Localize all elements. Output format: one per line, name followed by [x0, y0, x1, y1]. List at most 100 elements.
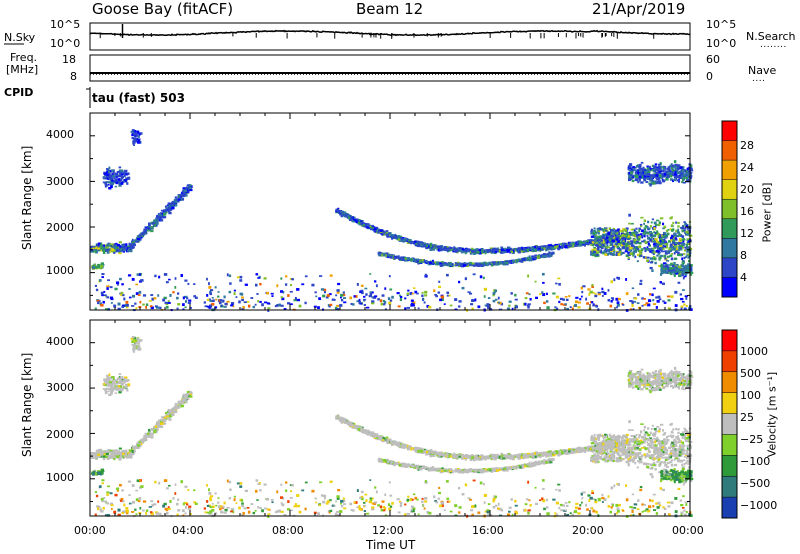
- power-echo: [687, 253, 691, 256]
- power-echo: [658, 298, 662, 301]
- power-echo: [174, 196, 178, 199]
- velocity-echo: [164, 411, 168, 415]
- power-echo: [94, 246, 97, 250]
- power-echo: [486, 303, 490, 306]
- power-echo: [177, 292, 180, 295]
- power-echo: [443, 246, 447, 248]
- power-echo: [666, 259, 670, 262]
- power-echo: [148, 222, 151, 226]
- power-echo: [640, 161, 644, 164]
- power-echo: [296, 288, 300, 291]
- power-echo: [350, 302, 353, 306]
- power-echo: [515, 261, 518, 264]
- power-echo: [681, 268, 685, 272]
- power-echo: [125, 243, 128, 247]
- power-echo: [653, 246, 657, 249]
- power-echo: [276, 284, 279, 288]
- power-echo: [596, 247, 600, 251]
- power-echo: [174, 286, 177, 289]
- power-echo: [629, 300, 633, 303]
- power-echo: [666, 172, 670, 175]
- power-echo: [627, 168, 630, 171]
- power-echo: [471, 299, 475, 302]
- power-echo: [591, 241, 596, 244]
- power-echo: [649, 225, 652, 228]
- power-echo: [453, 246, 456, 249]
- velocity-echo: [114, 456, 117, 459]
- power-echo: [670, 163, 673, 166]
- power-echo: [291, 278, 294, 281]
- power-echo: [627, 251, 631, 254]
- power-echo: [622, 303, 625, 306]
- velocity-echo: [184, 399, 188, 402]
- power-echo: [113, 243, 117, 247]
- power-echo: [681, 238, 684, 242]
- power-echo: [609, 252, 613, 255]
- power-echo: [687, 259, 691, 263]
- power-echo: [376, 228, 379, 231]
- power-echo: [586, 302, 590, 305]
- power-echo: [155, 306, 160, 309]
- power-echo: [127, 274, 132, 277]
- power-echo: [689, 273, 693, 276]
- power-echo: [568, 295, 571, 298]
- power-echo: [168, 278, 171, 281]
- power-echo: [187, 302, 192, 304]
- power-echo: [674, 168, 678, 171]
- power-echo: [541, 255, 546, 259]
- power-echo: [622, 238, 626, 242]
- power-echo: [657, 223, 661, 227]
- power-echo: [398, 238, 401, 241]
- velocity-echo: [144, 438, 147, 440]
- power-echo: [655, 296, 658, 299]
- velocity-echo: [182, 393, 186, 397]
- power-echo: [545, 255, 549, 258]
- power-echo: [424, 290, 428, 294]
- power-echo: [658, 264, 661, 268]
- power-echo: [655, 306, 658, 309]
- power-echo: [672, 237, 675, 240]
- power-echo: [615, 243, 618, 246]
- power-echo: [657, 180, 660, 184]
- power-echo: [646, 259, 650, 262]
- power-echo: [274, 305, 278, 308]
- power-echo: [684, 248, 687, 251]
- power-echo: [280, 277, 283, 280]
- power-echo: [658, 180, 661, 183]
- velocity-scatter-data: [90, 336, 694, 518]
- power-echo: [665, 229, 669, 232]
- power-echo: [617, 240, 620, 244]
- power-echo: [639, 250, 642, 253]
- velocity-echo: [154, 428, 157, 432]
- power-echo: [568, 241, 571, 244]
- power-echo: [677, 251, 680, 255]
- power-echo: [670, 262, 673, 266]
- power-echo: [658, 172, 662, 175]
- power-echo: [645, 181, 649, 183]
- power-echo: [165, 208, 169, 211]
- power-echo: [497, 262, 501, 265]
- power-echo: [235, 296, 238, 298]
- power-echo: [646, 175, 649, 178]
- power-echo: [353, 295, 356, 298]
- power-echo: [359, 220, 363, 223]
- power-echo: [108, 186, 112, 190]
- power-echo: [601, 234, 604, 237]
- power-echo: [127, 249, 130, 252]
- power-echo: [666, 295, 671, 298]
- power-echo: [631, 179, 635, 183]
- power-echo: [137, 294, 141, 297]
- power-echo: [664, 268, 668, 270]
- power-echo: [686, 246, 689, 249]
- velocity-echo: [162, 415, 165, 419]
- power-echo: [131, 238, 134, 242]
- power-echo: [632, 231, 636, 234]
- velocity-echo: [133, 449, 136, 452]
- power-echo: [659, 238, 662, 241]
- power-echo: [150, 222, 153, 225]
- power-echo: [446, 294, 449, 297]
- power-echo: [113, 177, 116, 180]
- power-echo: [661, 272, 664, 275]
- power-echo: [689, 268, 693, 271]
- power-echo: [106, 287, 109, 290]
